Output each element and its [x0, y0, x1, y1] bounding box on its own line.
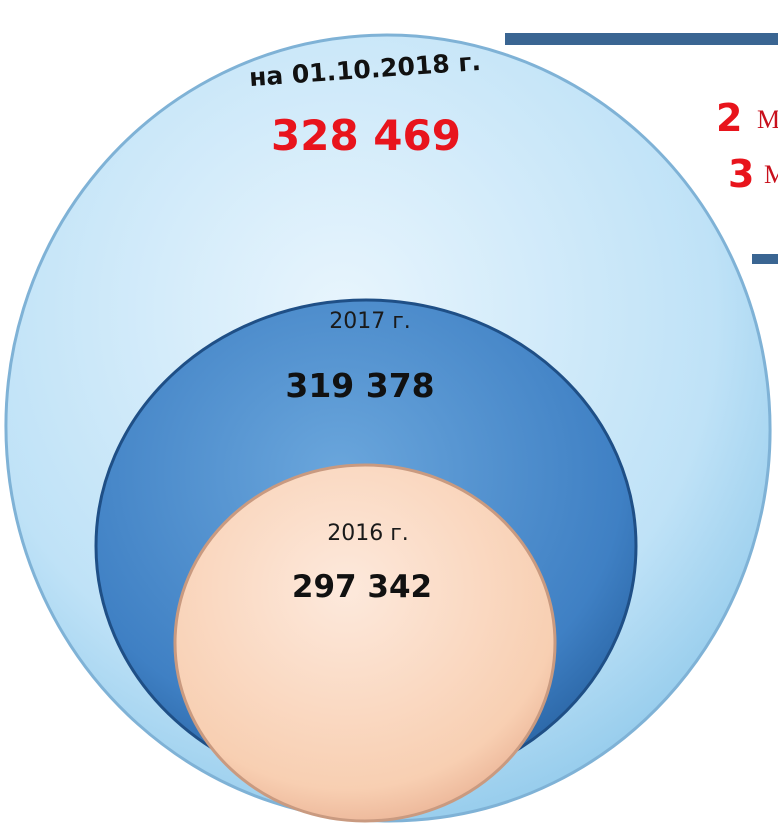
circle-value: 297 342 — [292, 569, 432, 605]
bottom-bar — [752, 254, 778, 264]
circle-label: 2017 г. — [329, 309, 411, 334]
top-bar — [505, 33, 778, 45]
circle-value: 328 469 — [271, 111, 461, 160]
circle-label: 2016 г. — [327, 521, 409, 546]
side-item: 2 М — [716, 96, 778, 140]
circle-value: 319 378 — [285, 366, 434, 405]
side-number: 3 — [728, 152, 754, 196]
side-text: М — [757, 105, 778, 134]
side-item: 3 М — [728, 152, 778, 196]
side-text: М — [764, 160, 778, 189]
side-number: 2 — [716, 96, 742, 140]
inner-circle — [173, 463, 557, 823]
